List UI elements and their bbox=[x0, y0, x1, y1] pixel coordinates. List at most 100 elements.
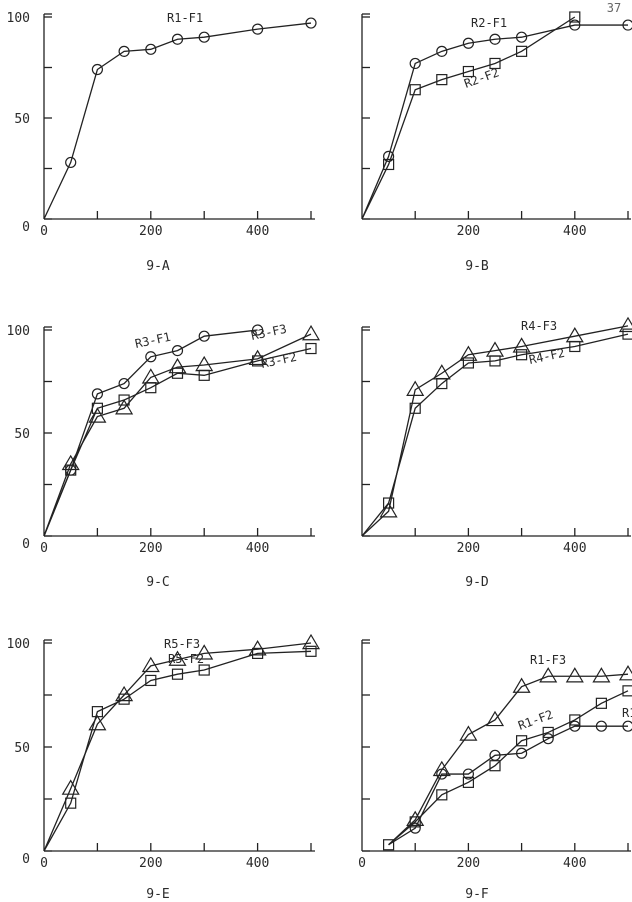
data-point-triangle bbox=[512, 677, 531, 693]
series-label: R4-F2 bbox=[528, 346, 566, 367]
data-point-triangle bbox=[618, 665, 632, 681]
series-r1-f1: R1-F1 bbox=[43, 11, 317, 220]
data-point-circle bbox=[569, 720, 581, 732]
series-label: R1-F3 bbox=[530, 653, 566, 667]
panel-caption: 9-C bbox=[146, 575, 169, 590]
x-tick-label: 400 bbox=[563, 856, 586, 871]
y-tick-label: 50 bbox=[14, 112, 30, 127]
data-point-circle bbox=[252, 324, 264, 336]
page-number: 37 bbox=[607, 1, 621, 15]
data-point-square bbox=[515, 735, 528, 747]
series-r4-f2: R4-F2 bbox=[361, 328, 632, 537]
data-point-square bbox=[198, 664, 210, 676]
data-point-circle bbox=[622, 720, 632, 732]
data-point-triangle bbox=[248, 349, 267, 366]
data-point-square bbox=[171, 668, 184, 680]
panel-caption: 9-D bbox=[465, 575, 489, 590]
data-point-circle bbox=[462, 37, 474, 49]
panel-9-a: 0 200 400 0 50 100 R1-F1 9-A bbox=[7, 11, 317, 274]
data-point-square bbox=[489, 355, 501, 367]
series-label: R4-F3 bbox=[521, 319, 557, 333]
data-point-triangle bbox=[459, 725, 478, 741]
data-point-circle bbox=[436, 768, 448, 780]
panel-9-f: 0 200 400 R1-F3 R1-F2 R1-F1 9-F bbox=[358, 639, 632, 902]
series-label: R5-F2 bbox=[168, 652, 204, 666]
data-point-circle bbox=[171, 33, 184, 45]
y-tick-label: 100 bbox=[7, 11, 30, 26]
data-point-square bbox=[145, 674, 157, 687]
series-line bbox=[361, 16, 576, 220]
y-tick-label: 50 bbox=[14, 427, 30, 442]
x-tick-label: 200 bbox=[457, 224, 480, 239]
data-point-triangle bbox=[592, 667, 611, 683]
data-point-circle bbox=[252, 23, 264, 35]
data-point-square bbox=[65, 464, 77, 476]
data-point-triangle bbox=[301, 324, 321, 341]
series-line bbox=[388, 725, 628, 846]
data-point-circle bbox=[91, 388, 104, 400]
data-point-square bbox=[515, 45, 528, 57]
y-tick-label: 50 bbox=[14, 741, 30, 756]
x-tick-label: 0 bbox=[358, 856, 366, 871]
data-point-circle bbox=[118, 377, 130, 390]
series-label: R1-F1 bbox=[622, 706, 632, 720]
series-label: R3-F2 bbox=[260, 350, 298, 371]
panel-caption: 9-E bbox=[146, 887, 169, 902]
x-tick-label: 200 bbox=[457, 541, 480, 556]
series-r4-f3: R4-F3 bbox=[361, 316, 632, 537]
data-point-square bbox=[383, 158, 395, 171]
data-point-triangle bbox=[115, 399, 134, 415]
data-point-square bbox=[542, 726, 554, 739]
data-point-circle bbox=[595, 720, 608, 732]
y-tick-label: 100 bbox=[7, 637, 30, 652]
x-tick-label: 400 bbox=[246, 541, 269, 556]
data-point-triangle bbox=[539, 667, 558, 683]
data-point-square bbox=[569, 11, 581, 23]
series-label: R1-F1 bbox=[167, 11, 203, 25]
data-point-circle bbox=[436, 45, 448, 57]
data-point-triangle bbox=[485, 710, 505, 727]
data-point-circle bbox=[515, 747, 528, 759]
data-point-square bbox=[198, 369, 210, 381]
data-point-square bbox=[171, 367, 184, 379]
x-tick-label: 400 bbox=[563, 541, 586, 556]
data-point-circle bbox=[65, 156, 77, 169]
x-tick-label: 200 bbox=[139, 224, 162, 239]
data-point-square bbox=[515, 349, 528, 361]
data-point-square bbox=[436, 74, 448, 86]
panel-caption: 9-B bbox=[465, 259, 489, 274]
data-point-square bbox=[622, 685, 632, 697]
data-point-circle bbox=[383, 150, 395, 162]
data-point-circle bbox=[622, 19, 632, 31]
data-point-circle bbox=[542, 733, 554, 745]
data-point-triangle bbox=[168, 357, 187, 374]
data-point-square bbox=[622, 328, 632, 340]
data-point-triangle bbox=[618, 316, 632, 333]
data-point-circle bbox=[198, 31, 210, 43]
series-label: R2-F2 bbox=[462, 65, 501, 91]
series-line bbox=[43, 642, 312, 852]
series-label: R5-F3 bbox=[164, 637, 200, 651]
data-point-square bbox=[462, 357, 474, 369]
data-point-circle bbox=[145, 351, 157, 363]
data-point-square bbox=[436, 377, 448, 390]
data-point-square bbox=[305, 645, 317, 657]
series-line bbox=[388, 690, 629, 846]
data-point-square bbox=[462, 65, 474, 78]
x-tick-label: 0 bbox=[40, 541, 48, 556]
data-point-square bbox=[252, 355, 264, 367]
panel-caption: 9-F bbox=[465, 887, 489, 902]
series-line bbox=[361, 325, 629, 537]
data-point-square bbox=[595, 697, 608, 709]
data-point-circle bbox=[462, 768, 474, 780]
data-point-square bbox=[91, 402, 104, 414]
series-r2-f1: R2-F1 bbox=[361, 16, 632, 220]
panel-caption: 9-A bbox=[146, 259, 170, 274]
data-point-square bbox=[383, 497, 395, 509]
data-point-triangle bbox=[141, 656, 160, 673]
data-point-square bbox=[409, 84, 421, 96]
x-tick-label: 400 bbox=[563, 224, 586, 239]
data-point-triangle bbox=[301, 633, 321, 650]
series-label: R2-F1 bbox=[471, 16, 507, 30]
series-r1-f2: R1-F2 bbox=[388, 685, 632, 846]
